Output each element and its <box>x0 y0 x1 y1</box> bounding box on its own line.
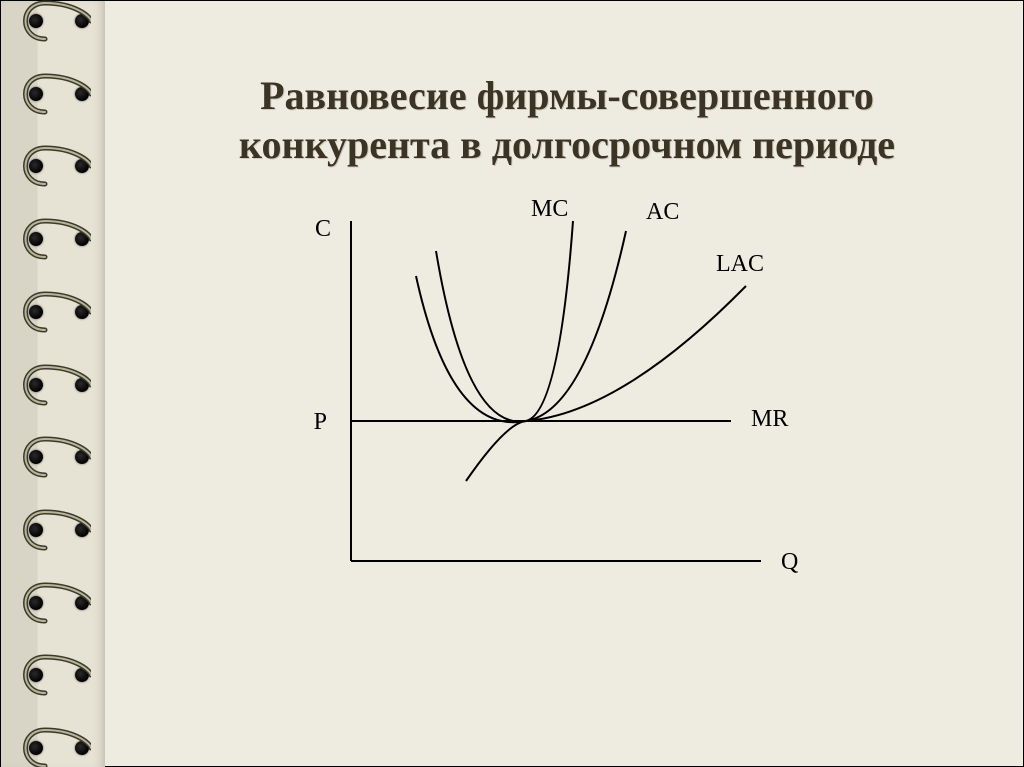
ac-curve <box>436 231 626 422</box>
slide-title: Равновесие фирмы-совершенного конкурента… <box>151 72 983 170</box>
binding-hole <box>75 596 89 610</box>
label-p: P <box>314 409 327 435</box>
label-ac: AC <box>646 199 679 225</box>
axes <box>351 221 761 561</box>
chart-svg: C P Q MC AC LAC MR <box>291 201 851 631</box>
label-q: Q <box>781 549 798 575</box>
mc-curve <box>416 221 573 422</box>
binding-hole <box>75 14 89 28</box>
binding-hole <box>75 450 89 464</box>
binding-hole <box>29 378 43 392</box>
binding-hole <box>29 14 43 28</box>
binding-hole <box>75 523 89 537</box>
binding-hole <box>75 87 89 101</box>
binding-hole <box>75 305 89 319</box>
lac-curve <box>466 286 746 481</box>
binding-hole <box>75 159 89 173</box>
binding-hole <box>29 232 43 246</box>
label-c: C <box>315 216 331 242</box>
binding-hole <box>29 596 43 610</box>
binding-hole <box>75 232 89 246</box>
label-lac: LAC <box>716 251 764 277</box>
binding-hole <box>29 741 43 755</box>
label-mr: MR <box>751 406 788 432</box>
slide: Равновесие фирмы-совершенного конкурента… <box>0 0 1024 767</box>
binding-hole <box>29 523 43 537</box>
equilibrium-chart: C P Q MC AC LAC MR <box>291 201 851 631</box>
binding-hole <box>29 305 43 319</box>
binding-hole <box>75 741 89 755</box>
binding-hole <box>29 87 43 101</box>
binding-hole <box>29 159 43 173</box>
spiral-binding <box>1 1 105 767</box>
binding-hole <box>29 450 43 464</box>
binding-hole <box>29 668 43 682</box>
label-mc: MC <box>531 196 568 222</box>
binding-hole <box>75 668 89 682</box>
binding-hole <box>75 378 89 392</box>
